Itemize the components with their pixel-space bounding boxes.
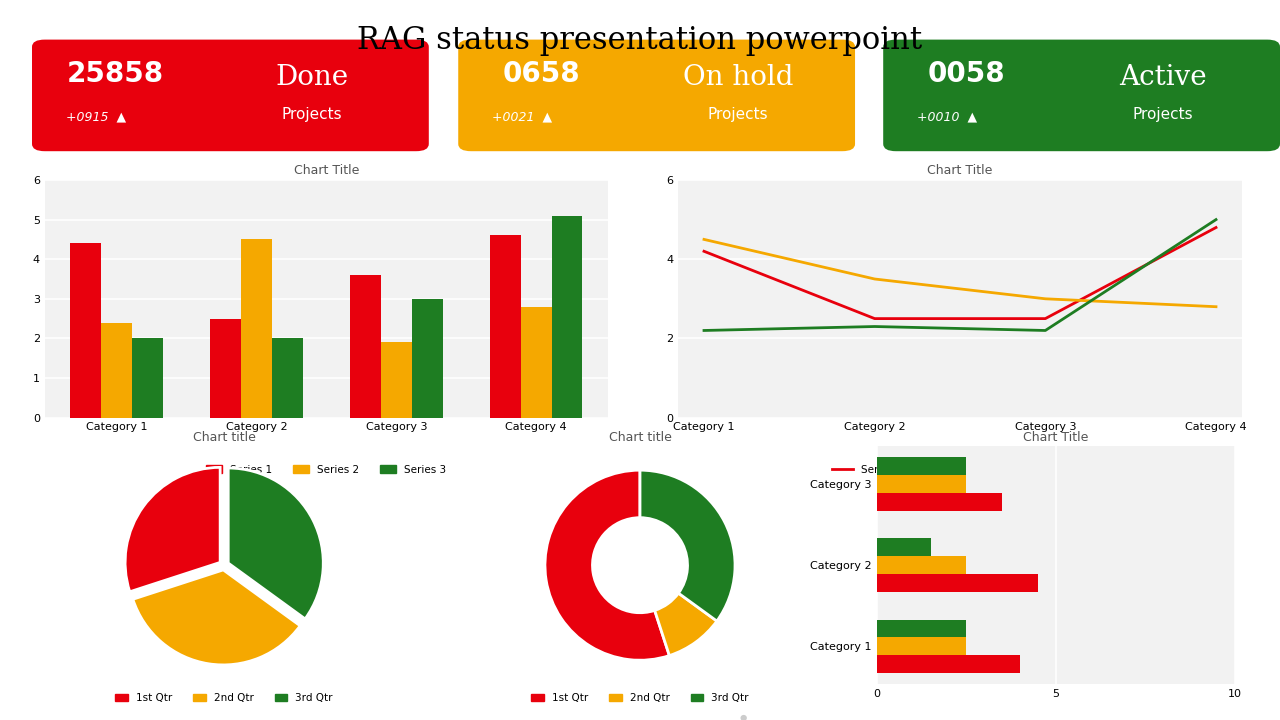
Series 3 [1208, 215, 1224, 224]
Bar [210, 318, 241, 418]
Bar [877, 620, 966, 637]
Series 1 [696, 247, 712, 256]
Bar [877, 557, 966, 574]
Bar [877, 637, 966, 655]
Title: Chart title: Chart title [192, 431, 256, 444]
Title: Chart title: Chart title [608, 431, 672, 444]
Legend: Series 1, Series 2, Series 3: Series 1, Series 2, Series 3 [828, 461, 1092, 479]
Text: +0010  ▲: +0010 ▲ [918, 110, 977, 123]
Bar [351, 275, 381, 418]
Text: Active: Active [1120, 64, 1207, 91]
Title: Chart Title: Chart Title [1023, 431, 1089, 444]
Text: Projects: Projects [1133, 107, 1193, 122]
Text: Done: Done [275, 64, 348, 91]
Bar [70, 243, 101, 418]
Series 2 [867, 274, 882, 283]
Bar [552, 216, 582, 418]
Text: On hold: On hold [684, 64, 794, 91]
Bar [132, 338, 163, 418]
Wedge shape [545, 470, 669, 660]
Legend: Series 1, Series 2, Series 3: Series 1, Series 2, Series 3 [202, 461, 451, 479]
Bar [490, 235, 521, 418]
Bar [241, 239, 271, 418]
Bar [271, 338, 302, 418]
Text: 25858: 25858 [67, 60, 164, 88]
Bar [877, 457, 966, 475]
Title: Chart Title: Chart Title [927, 164, 993, 177]
Bar [412, 299, 443, 418]
Series 2 [696, 235, 712, 243]
Series 3 [1038, 326, 1053, 335]
Bar [381, 343, 412, 418]
Wedge shape [133, 570, 300, 665]
Text: Projects: Projects [708, 107, 768, 122]
Bar [101, 323, 132, 418]
Legend: 1st Qtr, 2nd Qtr, 3rd Qtr: 1st Qtr, 2nd Qtr, 3rd Qtr [527, 689, 753, 707]
Series 2 [1208, 302, 1224, 311]
Series 1 [867, 314, 882, 323]
Legend: 1st Qtr, 2nd Qtr, 3rd Qtr: 1st Qtr, 2nd Qtr, 3rd Qtr [111, 689, 337, 707]
Line: Series 2: Series 2 [704, 239, 1216, 307]
Title: Chart Title: Chart Title [293, 164, 360, 177]
Series 3 [867, 323, 882, 331]
Text: 0658: 0658 [503, 60, 580, 88]
Bar [521, 307, 552, 418]
Line: Series 3: Series 3 [704, 220, 1216, 330]
Wedge shape [125, 467, 220, 592]
Wedge shape [640, 470, 735, 621]
Series 1 [1038, 314, 1053, 323]
Series 1 [1208, 223, 1224, 232]
Series 2 [1038, 294, 1053, 303]
Wedge shape [654, 593, 717, 656]
Text: ●: ● [740, 713, 748, 720]
Text: +0021  ▲: +0021 ▲ [493, 110, 552, 123]
Bar [877, 539, 931, 557]
Text: RAG status presentation powerpoint: RAG status presentation powerpoint [357, 25, 923, 56]
Bar [877, 655, 1020, 673]
Wedge shape [228, 468, 324, 619]
Bar [877, 493, 1002, 510]
Text: Projects: Projects [282, 107, 342, 122]
Text: 0058: 0058 [928, 60, 1005, 88]
Bar [877, 475, 966, 493]
Series 3 [696, 326, 712, 335]
Line: Series 1: Series 1 [704, 228, 1216, 318]
Bar [877, 574, 1038, 592]
Text: +0915  ▲: +0915 ▲ [67, 110, 125, 123]
